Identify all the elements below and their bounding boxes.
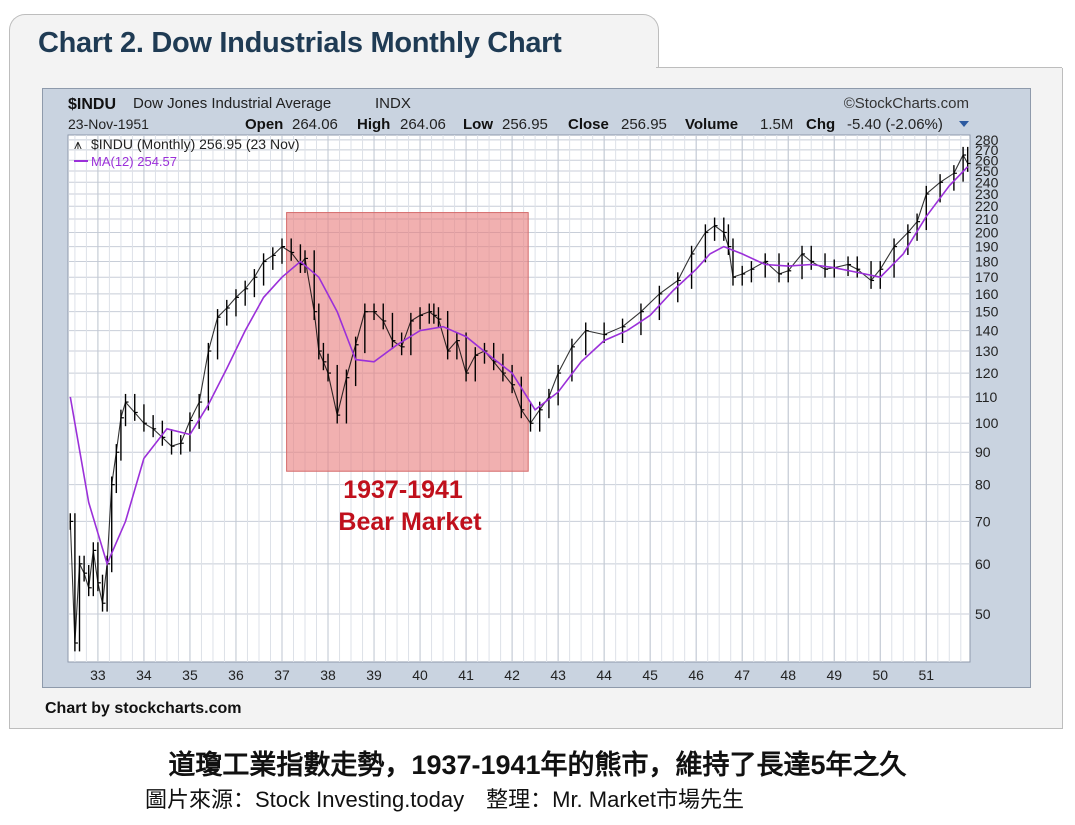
x-tick-label: 35: [182, 667, 198, 683]
low-label: Low: [463, 116, 493, 133]
y-tick-label: 90: [975, 444, 991, 460]
y-tick-label: 170: [975, 269, 999, 285]
stockcharts-watermark: ©StockCharts.com: [844, 95, 969, 112]
y-tick-label: 270: [975, 142, 999, 158]
close-value: 256.95: [621, 116, 667, 133]
legend-ma: MA(12) 254.57: [91, 154, 177, 169]
x-tick-label: 42: [504, 667, 520, 683]
x-tick-label: 43: [550, 667, 566, 683]
y-tick-label: 280: [975, 132, 999, 148]
x-tick-label: 41: [458, 667, 474, 683]
volume-label: Volume: [685, 116, 738, 133]
y-tick-label: 140: [975, 323, 999, 339]
y-tick-label: 130: [975, 343, 999, 359]
price-series-line: [69, 153, 969, 644]
y-tick-label: 120: [975, 365, 999, 381]
x-tick-label: 46: [688, 667, 704, 683]
x-tick-label: 34: [136, 667, 152, 683]
open-value: 264.06: [292, 116, 338, 133]
series-layer: [69, 146, 971, 652]
y-tick-label: 230: [975, 186, 999, 202]
y-tick-label: 80: [975, 477, 991, 493]
y-tick-label: 250: [975, 163, 999, 179]
header-name: Dow Jones Industrial Average: [133, 95, 331, 112]
close-label: Close: [568, 116, 609, 133]
high-value: 264.06: [400, 116, 446, 133]
x-tick-label: 44: [596, 667, 612, 683]
y-tick-label: 70: [975, 513, 991, 529]
caption: 道瓊工業指數走勢，1937-1941年的熊市，維持了長達5年之久: [168, 750, 907, 780]
y-tick-label: 50: [975, 606, 991, 622]
bear-market-zone: [286, 212, 529, 472]
y-tick-label: 200: [975, 224, 999, 240]
bar-chart-icon: ⩚: [74, 136, 82, 152]
ma12-series-line: [69, 166, 969, 567]
tick-labels: 50 60 70 80 90 100 110 120 130 140 150 160170180190…: [90, 132, 998, 683]
y-tick-label: 220: [975, 198, 999, 214]
y-tick-label: 190: [975, 239, 999, 255]
low-value: 256.95: [502, 116, 548, 133]
image-source: 圖片來源：Stock Investing.today 整理：Mr. Market…: [145, 787, 745, 812]
volume-value: 1.5M: [760, 116, 793, 133]
bear-market-label: Bear Market: [338, 508, 482, 536]
y-tick-label: 210: [975, 211, 999, 227]
chg-label: Chg: [806, 116, 835, 133]
chart-legend: ⩚ $INDU (Monthly) 256.95 (23 Nov) MA(12)…: [74, 136, 300, 169]
bear-market-years: 1937-1941: [343, 476, 463, 504]
x-tick-label: 48: [780, 667, 796, 683]
x-tick-label: 50: [872, 667, 888, 683]
high-label: High: [357, 116, 390, 133]
header-exchange: INDX: [375, 95, 411, 112]
header-date: 23-Nov-1951: [68, 116, 149, 132]
chart-title: Chart 2. Dow Industrials Monthly Chart: [38, 27, 562, 59]
x-tick-label: 49: [826, 667, 842, 683]
legend-price: $INDU (Monthly) 256.95 (23 Nov): [91, 136, 300, 152]
y-tick-label: 100: [975, 415, 999, 431]
bear-market-rect: [286, 212, 529, 472]
x-tick-label: 47: [734, 667, 750, 683]
x-tick-label: 37: [274, 667, 290, 683]
chevron-down-icon[interactable]: [959, 121, 969, 127]
y-tick-label: 150: [975, 304, 999, 320]
chart-credit: Chart by stockcharts.com: [45, 700, 242, 717]
y-tick-label: 160: [975, 286, 999, 302]
open-label: Open: [245, 116, 283, 133]
chg-value: -5.40 (-2.06%): [847, 116, 943, 133]
tab-joint: [10, 66, 656, 70]
header-symbol: $INDU: [68, 96, 116, 113]
y-tick-label: 240: [975, 174, 999, 190]
x-tick-label: 51: [918, 667, 934, 683]
y-tick-label: 110: [975, 389, 998, 405]
panel-top-border: [656, 67, 1062, 68]
x-tick-label: 38: [320, 667, 336, 683]
y-tick-label: 180: [975, 253, 999, 269]
x-tick-label: 45: [642, 667, 658, 683]
x-tick-label: 40: [412, 667, 428, 683]
x-tick-label: 33: [90, 667, 106, 683]
x-tick-label: 36: [228, 667, 244, 683]
title-tab: [9, 14, 659, 75]
y-tick-label: 60: [975, 556, 991, 572]
y-tick-label: 260: [975, 152, 999, 168]
x-tick-label: 39: [366, 667, 382, 683]
